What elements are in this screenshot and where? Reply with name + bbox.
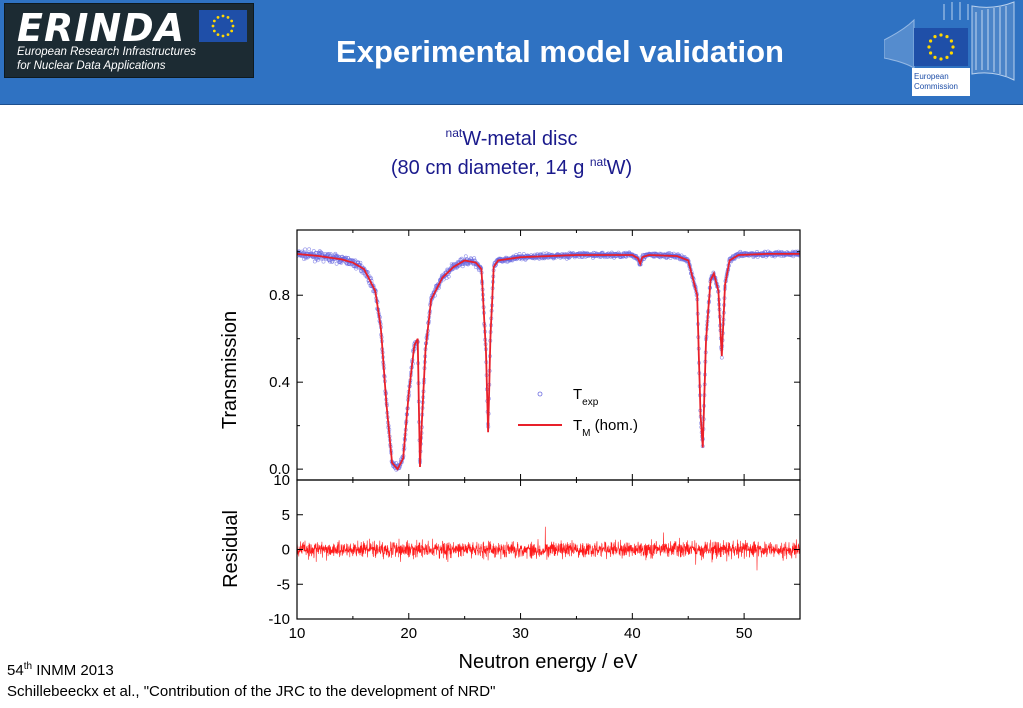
flag-star <box>212 29 216 33</box>
logo-subtitle-line1: European Research Infrastructures <box>17 46 196 58</box>
bottom-ytick-label: 10 <box>273 472 290 489</box>
flag-star <box>949 51 953 55</box>
conf-rest: INMM 2013 <box>32 662 114 679</box>
flag-star <box>951 45 955 49</box>
flag-star <box>945 55 949 59</box>
header-bar: ERINDA European Research Infrastructures… <box>0 0 1023 105</box>
flag-star <box>221 14 225 18</box>
series-residual <box>297 526 800 571</box>
data-point <box>719 355 724 360</box>
data-point <box>303 256 308 261</box>
data-point <box>475 262 480 267</box>
footer-conference: 54th INMM 2013 <box>7 661 114 679</box>
flag-star <box>929 51 933 55</box>
subtitle2-pre: (80 cm diameter, 14 g <box>390 157 590 179</box>
bottom-ytick-label: -5 <box>277 576 290 593</box>
top-ytick-label: 0.4 <box>269 374 290 391</box>
logo-word: ERINDA <box>17 6 186 50</box>
xlabel: Neutron energy / eV <box>459 651 639 673</box>
page-title: Experimental model validation <box>336 34 784 69</box>
data-point <box>328 252 333 257</box>
flag-star <box>949 39 953 43</box>
figure-subtitle-line1: natW-metal disc <box>0 126 1023 151</box>
flag-star <box>230 19 234 23</box>
flag-star <box>933 35 937 39</box>
flag-star <box>927 45 931 49</box>
conf-superscript: th <box>23 661 33 672</box>
flag-star <box>939 57 943 61</box>
flag-star <box>226 15 230 19</box>
xtick-label: 10 <box>289 625 306 642</box>
subtitle-superscript: nat <box>445 126 463 140</box>
legend-texp-label: Texp <box>573 386 599 408</box>
flag-star <box>226 33 230 37</box>
data-point <box>303 247 308 252</box>
conf-number: 54 <box>7 662 24 679</box>
subtitle2-post: W) <box>606 157 633 179</box>
data-point <box>446 274 451 279</box>
top-ytick-label: 0.0 <box>269 461 290 478</box>
flag-star <box>230 29 234 33</box>
figure-subtitle-line2: (80 cm diameter, 14 g natW) <box>0 155 1023 180</box>
data-point <box>307 247 312 252</box>
subtitle2-superscript: nat <box>589 155 607 169</box>
bottom-ylabel: Residual <box>220 510 242 588</box>
bottom-ytick-label: 0 <box>282 542 290 559</box>
data-point <box>329 260 334 265</box>
subtitle-main: W-metal disc <box>462 128 578 150</box>
series-tm-line <box>297 253 800 471</box>
flag-star <box>221 34 225 38</box>
top-ytick-label: 0.8 <box>269 287 290 304</box>
data-point <box>358 260 363 265</box>
data-point <box>448 267 453 272</box>
xtick-label: 30 <box>512 625 529 642</box>
top-ylabel: Transmission <box>219 311 241 429</box>
eu-flag-icon <box>199 10 247 42</box>
top-plot-frame <box>296 229 801 481</box>
european-commission-logo: European Commission <box>883 0 1020 100</box>
flag-star <box>939 33 943 37</box>
flag-star <box>929 39 933 43</box>
flag-star <box>211 24 215 28</box>
erinda-logo: ERINDA European Research Infrastructures… <box>4 3 254 78</box>
footer-citation: Schillebeeckx et al., "Contribution of t… <box>7 683 496 700</box>
legend-texp-marker <box>537 391 543 397</box>
data-point <box>321 259 326 264</box>
xtick-label: 40 <box>624 625 641 642</box>
legend-tm-label: TM (hom.) <box>573 417 638 439</box>
xtick-label: 50 <box>736 625 753 642</box>
flag-star <box>945 35 949 39</box>
ec-label-line1: European <box>914 72 949 81</box>
flag-star <box>933 55 937 59</box>
logo-subtitle-line2: for Nuclear Data Applications <box>17 60 166 72</box>
flag-star <box>216 33 220 37</box>
bottom-ytick-label: 5 <box>282 507 290 524</box>
data-point <box>353 258 358 263</box>
data-point <box>339 260 344 265</box>
xtick-label: 20 <box>400 625 417 642</box>
bottom-ytick-label: -10 <box>268 611 290 628</box>
flag-star <box>212 19 216 23</box>
ec-label-line2: Commission <box>914 82 958 91</box>
flag-star <box>216 15 220 19</box>
flag-star <box>231 24 235 28</box>
data-point <box>327 259 332 264</box>
data-point <box>344 255 348 260</box>
